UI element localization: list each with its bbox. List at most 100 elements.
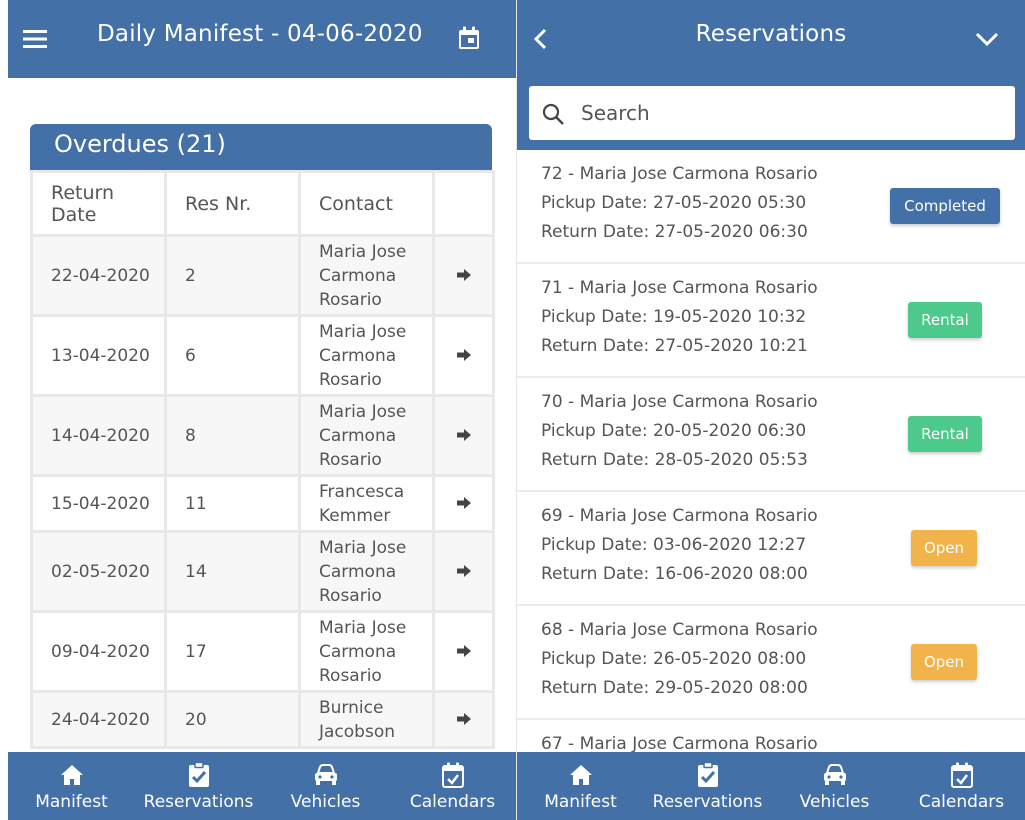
reservation-list: 72 - Maria Jose Carmona Rosario Pickup D… bbox=[517, 150, 1025, 820]
car-icon bbox=[313, 762, 339, 788]
column-header-action bbox=[432, 170, 495, 237]
arrow-right-icon[interactable] bbox=[456, 564, 471, 577]
hamburger-menu-icon[interactable] bbox=[22, 28, 48, 50]
nav-label: Calendars bbox=[918, 792, 1005, 812]
arrow-right-icon[interactable] bbox=[456, 348, 471, 361]
row-action[interactable] bbox=[432, 314, 495, 397]
row-action[interactable] bbox=[432, 610, 495, 693]
nav-label: Manifest bbox=[35, 792, 108, 812]
row-action[interactable] bbox=[432, 530, 495, 613]
pickup-date: Pickup Date: 27-05-2020 05:30 bbox=[541, 193, 807, 213]
pickup-date: Pickup Date: 26-05-2020 08:00 bbox=[541, 649, 807, 669]
cell-contact: Burnice Jacobson bbox=[298, 690, 435, 749]
column-header-contact[interactable]: Contact bbox=[298, 170, 435, 237]
bottom-nav: Manifest Reservations Vehicles Calendars bbox=[8, 752, 516, 820]
row-action[interactable] bbox=[432, 234, 495, 317]
row-action[interactable] bbox=[432, 690, 495, 749]
arrow-right-icon[interactable] bbox=[456, 268, 471, 281]
reservation-heading: 67 - Maria Jose Carmona Rosario bbox=[541, 734, 818, 754]
return-date: Return Date: 27-05-2020 06:30 bbox=[541, 222, 808, 242]
return-date: Return Date: 29-05-2020 08:00 bbox=[541, 678, 808, 698]
search-input[interactable] bbox=[581, 96, 1001, 130]
nav-label: Vehicles bbox=[290, 792, 361, 812]
column-header-res-nr[interactable]: Res Nr. bbox=[164, 170, 301, 237]
table-row[interactable]: 15-04-2020 11 Francesca Kemmer bbox=[30, 474, 495, 533]
cell-return-date: 02-05-2020 bbox=[30, 530, 167, 613]
overdues-title: Overdues (21) bbox=[30, 124, 492, 170]
home-icon bbox=[568, 762, 594, 788]
chevron-left-icon[interactable] bbox=[527, 25, 553, 53]
nav-item-reservations[interactable]: Reservations bbox=[644, 752, 771, 820]
nav-item-manifest[interactable]: Manifest bbox=[517, 752, 644, 820]
bottom-nav: Manifest Reservations Vehicles Calendars bbox=[517, 752, 1025, 820]
overdues-card: Overdues (21) Return Date Res Nr. Contac… bbox=[30, 124, 495, 749]
arrow-right-icon[interactable] bbox=[456, 428, 471, 441]
nav-item-vehicles[interactable]: Vehicles bbox=[771, 752, 898, 820]
list-item[interactable]: 68 - Maria Jose Carmona Rosario Pickup D… bbox=[517, 606, 1025, 720]
status-badge: Rental bbox=[908, 416, 982, 452]
table-row[interactable]: 22-04-2020 2 Maria Jose Carmona Rosario bbox=[30, 234, 495, 317]
cell-contact: Maria Jose Carmona Rosario bbox=[298, 530, 435, 613]
cell-return-date: 13-04-2020 bbox=[30, 314, 167, 397]
arrow-right-icon[interactable] bbox=[456, 712, 471, 725]
calendar-check-icon bbox=[949, 762, 975, 788]
reservation-heading: 72 - Maria Jose Carmona Rosario bbox=[541, 164, 818, 184]
car-icon bbox=[822, 762, 848, 788]
cell-contact: Maria Jose Carmona Rosario bbox=[298, 314, 435, 397]
table-row[interactable]: 24-04-2020 20 Burnice Jacobson bbox=[30, 690, 495, 749]
reservation-heading: 68 - Maria Jose Carmona Rosario bbox=[541, 620, 818, 640]
pickup-date: Pickup Date: 03-06-2020 12:27 bbox=[541, 535, 807, 555]
cell-return-date: 15-04-2020 bbox=[30, 474, 167, 533]
cell-res-nr: 17 bbox=[164, 610, 301, 693]
cell-contact: Maria Jose Carmona Rosario bbox=[298, 234, 435, 317]
return-date: Return Date: 28-05-2020 05:53 bbox=[541, 450, 808, 470]
cell-contact: Maria Jose Carmona Rosario bbox=[298, 394, 435, 477]
manifest-header: Daily Manifest - 04-06-2020 bbox=[8, 0, 516, 78]
table-row[interactable]: 02-05-2020 14 Maria Jose Carmona Rosario bbox=[30, 530, 495, 613]
list-item[interactable]: 69 - Maria Jose Carmona Rosario Pickup D… bbox=[517, 492, 1025, 606]
cell-res-nr: 6 bbox=[164, 314, 301, 397]
nav-item-vehicles[interactable]: Vehicles bbox=[262, 752, 389, 820]
nav-label: Vehicles bbox=[799, 792, 870, 812]
nav-item-manifest[interactable]: Manifest bbox=[8, 752, 135, 820]
nav-label: Calendars bbox=[409, 792, 496, 812]
column-header-return-date[interactable]: Return Date bbox=[30, 170, 167, 237]
return-date: Return Date: 16-06-2020 08:00 bbox=[541, 564, 808, 584]
reservations-header: Reservations bbox=[517, 0, 1025, 78]
row-action[interactable] bbox=[432, 474, 495, 533]
chevron-down-icon[interactable] bbox=[972, 25, 1002, 53]
page-title: Daily Manifest - 04-06-2020 bbox=[97, 21, 423, 47]
table-header-row: Return Date Res Nr. Contact bbox=[30, 170, 495, 237]
cell-res-nr: 11 bbox=[164, 474, 301, 533]
search-box[interactable] bbox=[529, 86, 1015, 140]
calendar-icon[interactable] bbox=[456, 24, 482, 52]
nav-item-calendars[interactable]: Calendars bbox=[898, 752, 1025, 820]
list-item[interactable]: 72 - Maria Jose Carmona Rosario Pickup D… bbox=[517, 150, 1025, 264]
search-bar bbox=[517, 78, 1025, 150]
arrow-right-icon[interactable] bbox=[456, 496, 471, 509]
cell-return-date: 14-04-2020 bbox=[30, 394, 167, 477]
page-title: Reservations bbox=[695, 21, 847, 47]
nav-item-calendars[interactable]: Calendars bbox=[389, 752, 516, 820]
reservation-heading: 69 - Maria Jose Carmona Rosario bbox=[541, 506, 818, 526]
list-item[interactable]: 67 - Maria Jose Carmona Rosario bbox=[517, 720, 1025, 820]
table-row[interactable]: 09-04-2020 17 Maria Jose Carmona Rosario bbox=[30, 610, 495, 693]
cell-return-date: 24-04-2020 bbox=[30, 690, 167, 749]
cell-contact: Maria Jose Carmona Rosario bbox=[298, 610, 435, 693]
table-row[interactable]: 14-04-2020 8 Maria Jose Carmona Rosario bbox=[30, 394, 495, 477]
cell-return-date: 09-04-2020 bbox=[30, 610, 167, 693]
arrow-right-icon[interactable] bbox=[456, 644, 471, 657]
reservation-heading: 71 - Maria Jose Carmona Rosario bbox=[541, 278, 818, 298]
clipboard-check-icon bbox=[695, 762, 721, 788]
status-badge: Rental bbox=[908, 302, 982, 338]
cell-res-nr: 20 bbox=[164, 690, 301, 749]
nav-label: Reservations bbox=[143, 792, 254, 812]
row-action[interactable] bbox=[432, 394, 495, 477]
nav-item-reservations[interactable]: Reservations bbox=[135, 752, 262, 820]
search-icon bbox=[542, 103, 564, 125]
manifest-screen: Daily Manifest - 04-06-2020 Overdues (21… bbox=[8, 0, 516, 820]
list-item[interactable]: 71 - Maria Jose Carmona Rosario Pickup D… bbox=[517, 264, 1025, 378]
table-row[interactable]: 13-04-2020 6 Maria Jose Carmona Rosario bbox=[30, 314, 495, 397]
list-item[interactable]: 70 - Maria Jose Carmona Rosario Pickup D… bbox=[517, 378, 1025, 492]
